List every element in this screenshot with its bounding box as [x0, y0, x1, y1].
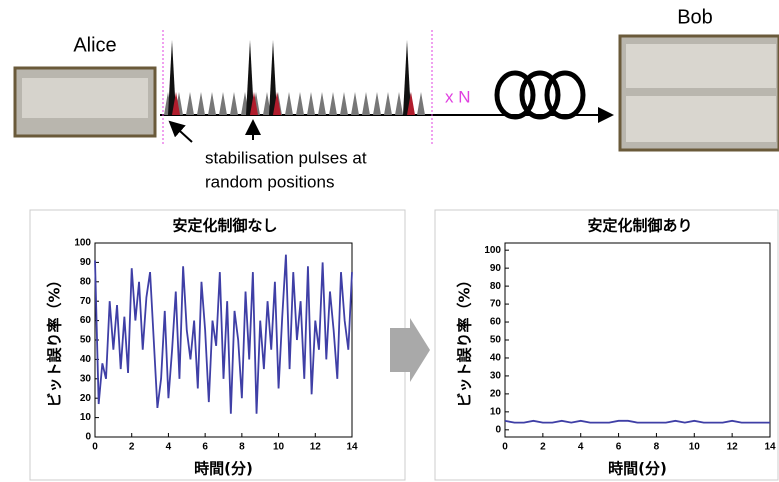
y-tick-label: 100 — [74, 238, 91, 249]
multiplier: x N — [445, 87, 471, 106]
x-tick-label: 8 — [239, 442, 245, 453]
bob-label: Bob — [677, 6, 713, 28]
y-tick-label: 30 — [80, 373, 92, 384]
series-line — [505, 421, 770, 423]
x-tick-label: 8 — [654, 442, 660, 453]
x-tick-label: 10 — [689, 442, 701, 453]
y-tick-label: 50 — [490, 335, 502, 346]
x-axis-label: 時間(分) — [608, 460, 667, 478]
pulse — [351, 92, 359, 115]
y-tick-label: 10 — [490, 406, 502, 417]
y-tick-label: 60 — [490, 317, 502, 328]
y-tick-label: 0 — [495, 424, 501, 435]
chart-title: 安定化制御あり — [587, 217, 692, 235]
fiber-coil — [497, 73, 583, 117]
x-tick-label: 14 — [346, 442, 358, 453]
x-tick-label: 2 — [540, 442, 546, 453]
pulse — [373, 92, 381, 115]
y-tick-label: 0 — [85, 432, 91, 443]
figure: Alice Bob x N stabilisation pulses at ra… — [0, 0, 779, 482]
x-tick-label: 4 — [166, 442, 172, 453]
bob-panel-1 — [626, 44, 776, 88]
y-tick-label: 50 — [80, 335, 92, 346]
chart-title: 安定化制御なし — [172, 217, 277, 235]
x-tick-label: 14 — [764, 442, 776, 453]
y-tick-label: 100 — [484, 245, 501, 256]
y-axis-label: ビット誤り率（%） — [456, 272, 474, 407]
y-tick-label: 20 — [80, 393, 92, 404]
x-tick-label: 0 — [502, 442, 508, 453]
pulse — [186, 92, 194, 115]
pulse — [219, 92, 227, 115]
y-tick-label: 70 — [490, 299, 502, 310]
alice-label: Alice — [73, 34, 116, 56]
pulse — [329, 92, 337, 115]
plot-frame — [505, 243, 770, 437]
pulse — [384, 92, 392, 115]
y-tick-label: 20 — [490, 389, 502, 400]
transition-arrow — [390, 318, 430, 382]
y-tick-label: 40 — [490, 353, 502, 364]
x-tick-label: 12 — [310, 442, 322, 453]
pulse — [208, 92, 216, 115]
x-tick-label: 12 — [727, 442, 739, 453]
y-tick-label: 80 — [80, 276, 92, 287]
y-tick-label: 70 — [80, 296, 92, 307]
pulse — [230, 92, 238, 115]
pulse — [197, 92, 205, 115]
pulse — [285, 92, 293, 115]
x-tick-label: 4 — [578, 442, 584, 453]
y-tick-label: 90 — [490, 263, 502, 274]
y-tick-label: 10 — [80, 412, 92, 423]
y-tick-label: 40 — [80, 354, 92, 365]
pulse — [395, 92, 403, 115]
pulse — [362, 92, 370, 115]
pointer-arrow — [170, 122, 192, 142]
pulse-train — [164, 40, 425, 115]
x-tick-label: 6 — [616, 442, 622, 453]
y-tick-label: 80 — [490, 281, 502, 292]
alice-panel — [22, 78, 148, 118]
series-line — [95, 255, 352, 414]
y-axis-label: ビット誤り率（%） — [46, 272, 64, 407]
annotation: stabilisation pulses at — [205, 148, 367, 167]
y-tick-label: 60 — [80, 315, 92, 326]
x-tick-label: 10 — [273, 442, 285, 453]
annotation: random positions — [205, 172, 334, 191]
pulse — [296, 92, 304, 115]
y-tick-label: 30 — [490, 371, 502, 382]
pulse — [307, 92, 315, 115]
pulse — [318, 92, 326, 115]
x-tick-label: 0 — [92, 442, 98, 453]
pulse — [340, 92, 348, 115]
bob-panel-2 — [626, 96, 776, 142]
x-tick-label: 2 — [129, 442, 135, 453]
x-axis-label: 時間(分) — [194, 460, 253, 478]
y-tick-label: 90 — [80, 257, 92, 268]
pulse — [417, 92, 425, 115]
x-tick-label: 6 — [202, 442, 208, 453]
